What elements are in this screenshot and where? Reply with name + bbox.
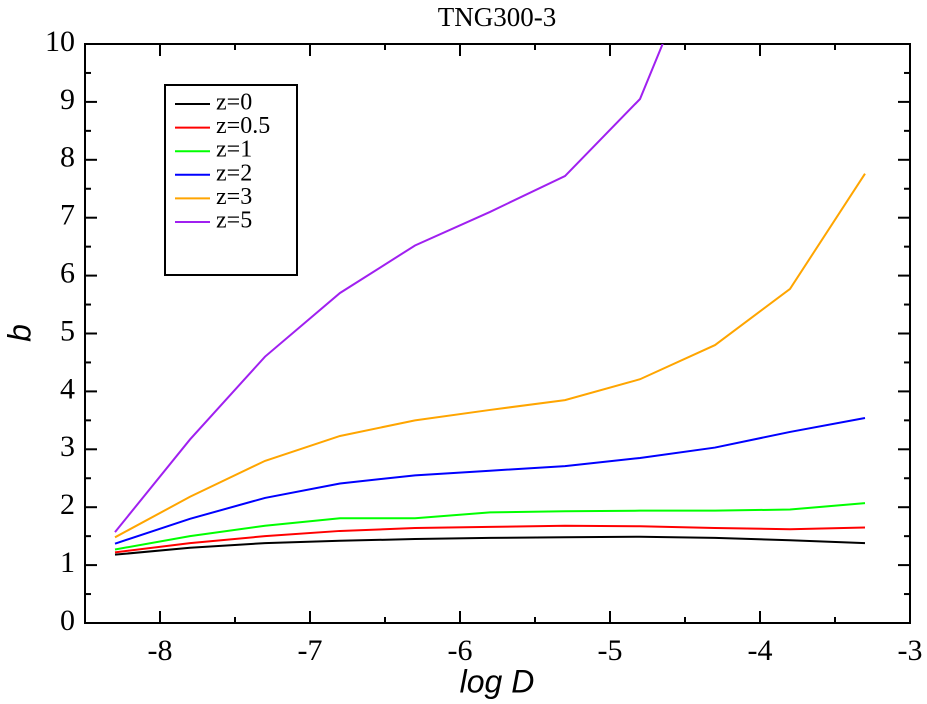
legend-label: z=2 [216, 160, 252, 186]
y-tick-label: 5 [60, 314, 75, 347]
x-axis-label: log D [460, 663, 535, 699]
series-line [114, 524, 866, 554]
y-tick-label: 8 [60, 141, 75, 174]
series-line [114, 417, 866, 545]
series-line [114, 502, 866, 551]
x-tick-label: -5 [598, 634, 623, 667]
legend-label: z=3 [216, 184, 252, 210]
chart-title: TNG300-3 [438, 2, 556, 32]
x-tick-label: -4 [748, 634, 773, 667]
x-tick-label: -7 [298, 634, 323, 667]
legend-label: z=0 [216, 90, 252, 116]
legend-box [164, 84, 298, 276]
series-line [114, 535, 866, 556]
x-tick-label: -8 [148, 634, 173, 667]
y-tick-label: 6 [60, 256, 75, 289]
y-tick-label: 3 [60, 430, 75, 463]
x-tick-label: -6 [448, 634, 473, 667]
series-line [114, 173, 866, 539]
y-tick-label: 10 [45, 25, 75, 58]
legend-label: z=0.5 [216, 113, 270, 139]
y-tick-label: 1 [60, 546, 75, 579]
x-tick-label: -3 [898, 634, 923, 667]
y-tick-label: 0 [60, 604, 75, 637]
y-tick-label: 2 [60, 488, 75, 521]
legend-label: z=5 [216, 208, 252, 234]
y-tick-label: 7 [60, 199, 75, 232]
y-tick-label: 4 [60, 372, 75, 405]
legend-label: z=1 [216, 137, 252, 163]
series-line [114, 44, 664, 533]
y-axis-label: b [1, 324, 37, 342]
y-tick-label: 9 [60, 83, 75, 116]
